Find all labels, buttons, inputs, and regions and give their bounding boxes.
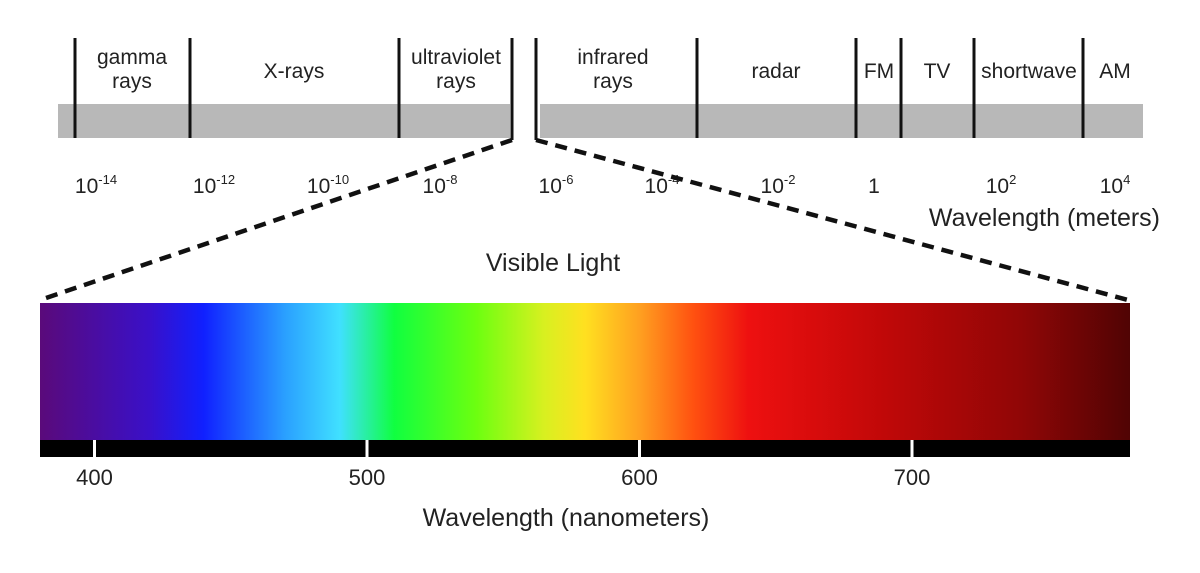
wavelength-tick-label: 10-14 [75, 172, 117, 198]
band-label: X-rays [264, 60, 325, 83]
band-label-line: X-rays [264, 60, 325, 83]
nanometer-ticks: 400 500 600 700 [76, 440, 930, 490]
band-label-line: shortwave [981, 60, 1077, 83]
tick-exponent: -2 [784, 172, 796, 187]
band-label-line: infrared [577, 46, 648, 69]
band-label: ultraviolet rays [411, 46, 501, 93]
band-label: AM [1099, 60, 1131, 83]
tick-base: 10 [75, 175, 98, 198]
tick-exponent: -14 [98, 172, 117, 187]
tick-base: 10 [986, 175, 1009, 198]
spectrum-bar-right [540, 104, 1143, 138]
tick-base: 10 [193, 175, 216, 198]
band-dividers [73, 38, 1085, 140]
zoom-connector-left [39, 137, 513, 303]
tick-base: 1 [868, 175, 880, 198]
band-label: gamma rays [97, 46, 167, 93]
band-label-line: FM [864, 60, 894, 83]
band-label-line: rays [436, 70, 476, 93]
band-label-line: AM [1099, 60, 1131, 83]
tick-exponent: -6 [562, 172, 574, 187]
tick-base: 10 [645, 175, 668, 198]
band-label: shortwave [981, 60, 1077, 83]
zoom-connector-right [535, 137, 1129, 303]
wavelength-tick-label: 10-2 [761, 172, 796, 198]
wavelength-nanometers-axis-title: Wavelength (nanometers) [423, 504, 710, 532]
band-label-line: TV [924, 60, 951, 83]
band-label: FM [864, 60, 894, 83]
wavelength-tick-label: 10-8 [423, 172, 458, 198]
band-label: TV [924, 60, 951, 83]
band-label: radar [751, 60, 800, 83]
band-label-line: rays [593, 70, 633, 93]
nanometer-tick-label: 400 [76, 465, 113, 490]
nanometer-scale-bar [40, 440, 1130, 457]
band-label-line: radar [751, 60, 800, 83]
tick-base: 10 [423, 175, 446, 198]
em-spectrum-bar [58, 104, 1143, 138]
tick-base: 10 [761, 175, 784, 198]
wavelength-tick-label: 104 [1100, 172, 1131, 198]
band-label-line: rays [112, 70, 152, 93]
tick-base: 10 [539, 175, 562, 198]
wavelength-meters-axis-title: Wavelength (meters) [929, 204, 1160, 232]
wavelength-tick-label: 10-12 [193, 172, 235, 198]
spectrum-bar-left [58, 104, 510, 138]
tick-base: 10 [307, 175, 330, 198]
wavelength-tick-label: 10-6 [539, 172, 574, 198]
band-label-line: gamma [97, 46, 167, 69]
band-label-line: ultraviolet [411, 46, 501, 69]
wavelength-tick-label: 1 [868, 175, 880, 198]
tick-exponent: -12 [216, 172, 235, 187]
tick-exponent: 4 [1123, 172, 1130, 187]
tick-base: 10 [1100, 175, 1123, 198]
nanometer-tick-label: 600 [621, 465, 658, 490]
tick-exponent: -10 [330, 172, 349, 187]
tick-exponent: 2 [1009, 172, 1016, 187]
nanometer-tick-label: 500 [349, 465, 386, 490]
wavelength-tick-label: 102 [986, 172, 1017, 198]
visible-light-title: Visible Light [486, 249, 620, 277]
visible-spectrum-gradient [40, 303, 1130, 440]
nanometer-tick-label: 700 [894, 465, 931, 490]
wavelength-tick-label: 10-10 [307, 172, 349, 198]
band-label: infrared rays [577, 46, 648, 93]
tick-exponent: -8 [446, 172, 458, 187]
